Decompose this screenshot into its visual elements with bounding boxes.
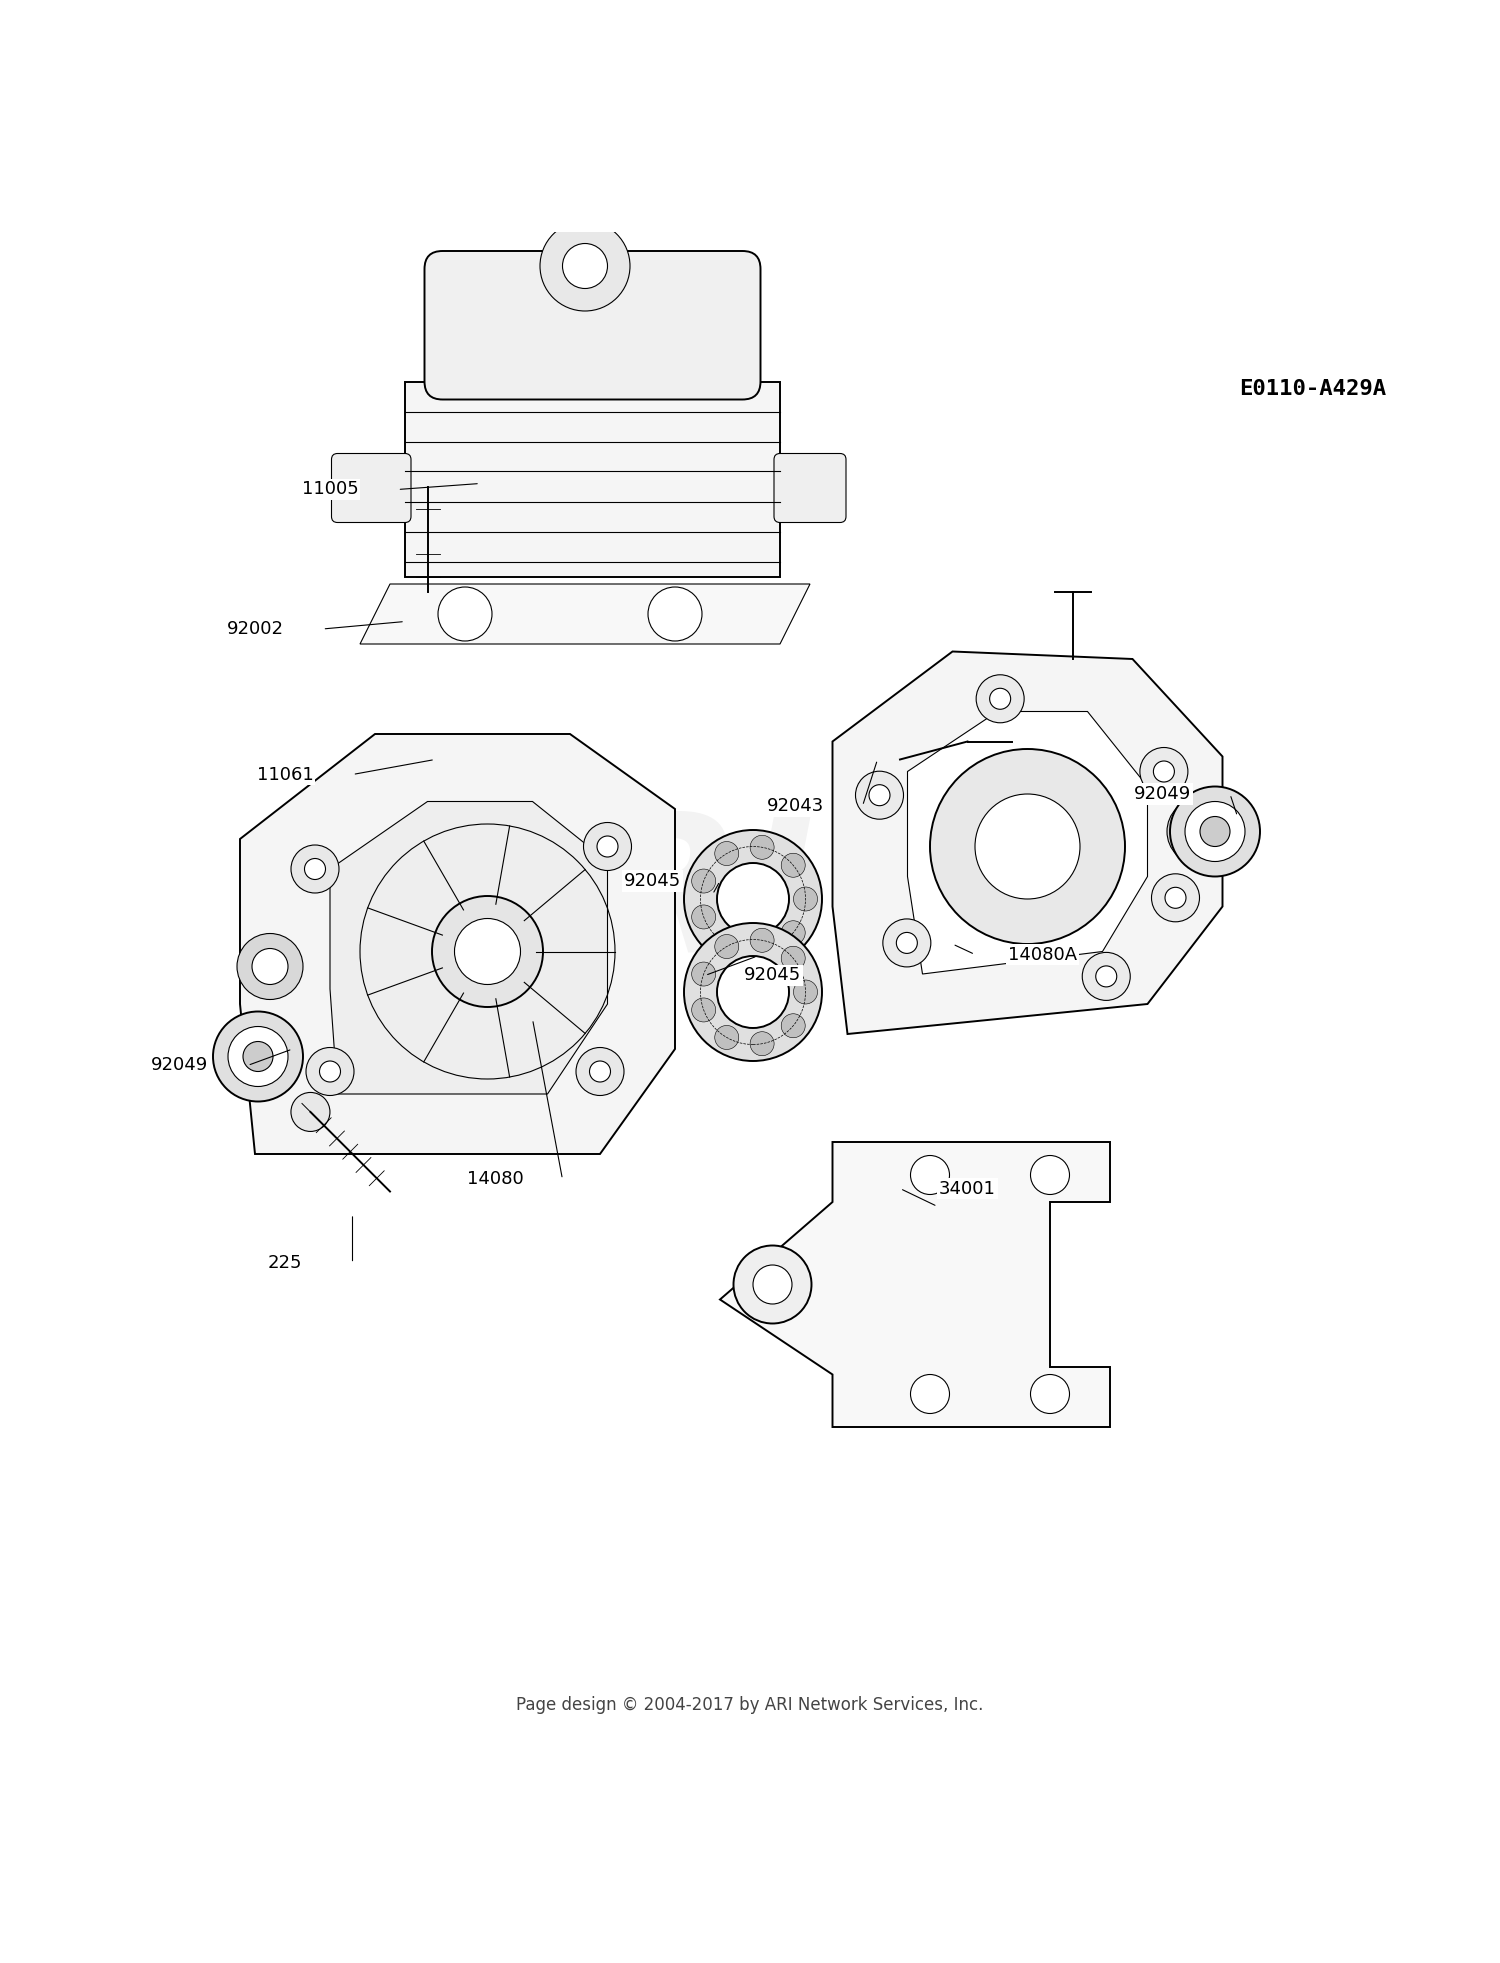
Circle shape	[930, 750, 1125, 944]
Polygon shape	[240, 734, 675, 1154]
Circle shape	[1154, 762, 1174, 781]
Circle shape	[717, 864, 789, 934]
Circle shape	[1030, 1374, 1069, 1413]
Circle shape	[1083, 952, 1131, 1001]
Text: ARI: ARI	[444, 805, 816, 993]
Text: 92049: 92049	[152, 1056, 208, 1074]
Circle shape	[1140, 748, 1188, 795]
Circle shape	[868, 785, 889, 805]
Text: 92049: 92049	[1134, 785, 1191, 803]
Circle shape	[692, 870, 715, 893]
Polygon shape	[908, 711, 1148, 974]
Circle shape	[976, 675, 1024, 722]
Text: 11061: 11061	[256, 766, 313, 783]
Circle shape	[432, 895, 543, 1007]
Circle shape	[304, 858, 326, 879]
FancyBboxPatch shape	[424, 251, 760, 400]
Circle shape	[562, 243, 608, 289]
Circle shape	[1185, 801, 1245, 862]
Circle shape	[975, 793, 1080, 899]
Text: 92045: 92045	[624, 872, 681, 889]
Circle shape	[717, 956, 789, 1029]
Circle shape	[884, 919, 932, 968]
Circle shape	[897, 932, 918, 954]
Circle shape	[782, 1013, 806, 1038]
Text: 92043: 92043	[766, 797, 824, 815]
Circle shape	[990, 689, 1011, 709]
Circle shape	[753, 1264, 792, 1303]
Polygon shape	[360, 585, 810, 644]
FancyBboxPatch shape	[774, 453, 846, 522]
Circle shape	[584, 822, 632, 870]
Text: Page design © 2004-2017 by ARI Network Services, Inc.: Page design © 2004-2017 by ARI Network S…	[516, 1696, 984, 1714]
Circle shape	[782, 921, 806, 944]
Circle shape	[734, 1245, 812, 1323]
Circle shape	[782, 946, 806, 970]
FancyBboxPatch shape	[332, 453, 411, 522]
Circle shape	[1030, 1156, 1069, 1195]
Circle shape	[750, 938, 774, 962]
Circle shape	[692, 962, 715, 985]
Circle shape	[590, 1060, 610, 1082]
Circle shape	[1095, 966, 1116, 987]
Circle shape	[1200, 817, 1230, 846]
Polygon shape	[330, 801, 608, 1093]
Circle shape	[213, 1011, 303, 1101]
Text: 225: 225	[267, 1254, 302, 1272]
Circle shape	[794, 887, 818, 911]
Circle shape	[1152, 874, 1200, 923]
Text: 34001: 34001	[939, 1180, 996, 1197]
Text: E0110-A429A: E0110-A429A	[1239, 379, 1386, 398]
Circle shape	[243, 1042, 273, 1072]
Circle shape	[306, 1048, 354, 1095]
Circle shape	[454, 919, 520, 985]
Text: 14080: 14080	[466, 1170, 524, 1188]
Circle shape	[750, 1033, 774, 1056]
Circle shape	[782, 854, 806, 877]
Bar	[405, 381, 780, 577]
Circle shape	[910, 1374, 950, 1413]
Circle shape	[684, 830, 822, 968]
Circle shape	[252, 948, 288, 985]
Circle shape	[291, 844, 339, 893]
Circle shape	[750, 928, 774, 952]
Circle shape	[1167, 799, 1233, 864]
Circle shape	[597, 836, 618, 858]
Circle shape	[714, 1025, 738, 1050]
Circle shape	[410, 469, 446, 504]
Text: 11005: 11005	[302, 481, 358, 499]
Circle shape	[1166, 887, 1186, 909]
Circle shape	[320, 1060, 340, 1082]
Circle shape	[855, 771, 903, 819]
Circle shape	[684, 923, 822, 1060]
Circle shape	[692, 905, 715, 928]
Circle shape	[692, 997, 715, 1023]
Circle shape	[576, 1048, 624, 1095]
Circle shape	[714, 932, 738, 956]
Circle shape	[1170, 787, 1260, 877]
Circle shape	[540, 222, 630, 310]
Polygon shape	[720, 1142, 1110, 1427]
Circle shape	[438, 587, 492, 642]
Polygon shape	[833, 652, 1222, 1035]
Circle shape	[750, 836, 774, 860]
Circle shape	[794, 980, 818, 1003]
Text: 92045: 92045	[744, 966, 801, 985]
Circle shape	[237, 934, 303, 999]
Text: 92002: 92002	[226, 620, 284, 638]
Circle shape	[714, 934, 738, 958]
Circle shape	[291, 1093, 330, 1131]
Circle shape	[714, 842, 738, 866]
Circle shape	[910, 1156, 950, 1195]
Circle shape	[228, 1027, 288, 1086]
Text: 14080A: 14080A	[1008, 946, 1077, 964]
Circle shape	[648, 587, 702, 642]
